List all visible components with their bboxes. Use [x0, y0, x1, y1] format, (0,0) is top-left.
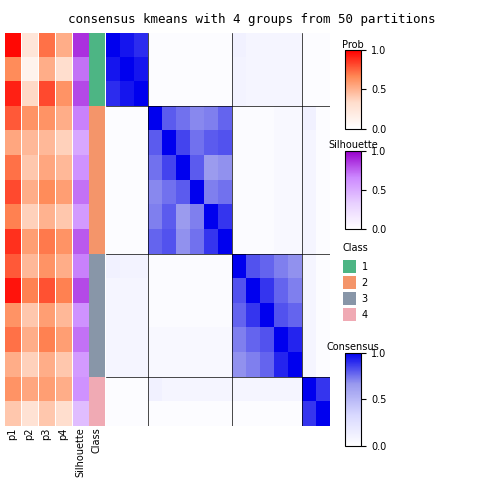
X-axis label: p3: p3	[41, 427, 51, 439]
FancyBboxPatch shape	[343, 276, 356, 289]
X-axis label: p4: p4	[58, 427, 68, 439]
Text: Class: Class	[343, 243, 368, 254]
X-axis label: Silhouette: Silhouette	[75, 427, 85, 477]
Text: 1: 1	[361, 262, 368, 272]
FancyBboxPatch shape	[343, 260, 356, 273]
Title: Consensus: Consensus	[327, 342, 380, 352]
Text: 3: 3	[361, 294, 368, 304]
Title: Silhouette: Silhouette	[329, 141, 378, 150]
FancyBboxPatch shape	[343, 292, 356, 305]
X-axis label: p2: p2	[25, 427, 34, 440]
Text: consensus kmeans with 4 groups from 50 partitions: consensus kmeans with 4 groups from 50 p…	[68, 13, 436, 26]
Text: 4: 4	[361, 310, 368, 320]
X-axis label: p1: p1	[8, 427, 18, 439]
Text: 2: 2	[361, 278, 368, 288]
Title: Prob: Prob	[342, 40, 364, 49]
FancyBboxPatch shape	[343, 308, 356, 322]
X-axis label: Class: Class	[92, 427, 102, 453]
